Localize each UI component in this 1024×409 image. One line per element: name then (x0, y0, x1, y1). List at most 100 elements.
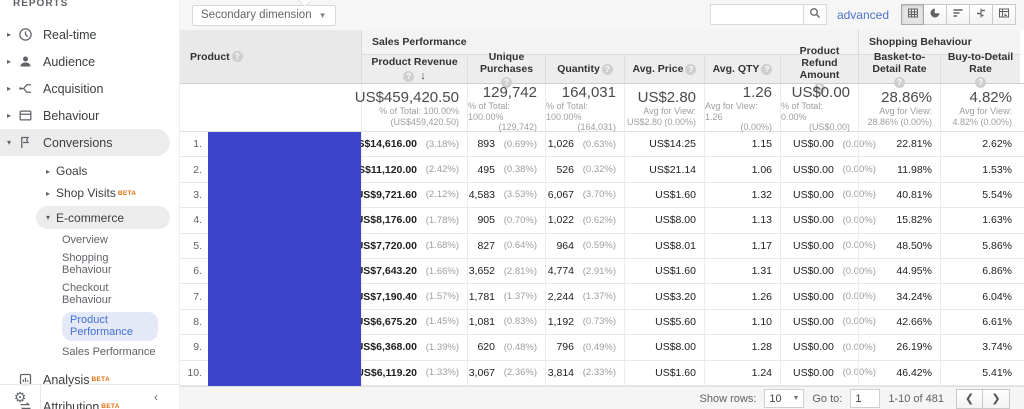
sidebar-item-ecommerce[interactable]: ▾ E-commerce (36, 206, 170, 229)
avg-price-cell: US$1.60 (624, 360, 704, 385)
revenue-cell: US$14,616.00 (3.18%) (350, 132, 467, 157)
row-index: 7. (193, 290, 202, 303)
table-row[interactable]: 5. US$7,720.00 (1.68%) 827 (0.64%) 964 (0.5… (180, 233, 1024, 259)
summary-basket: 28.86% Avg for View: 28.86% (0.00%) (858, 84, 940, 133)
column-header-product-refund-amount[interactable]: Product Refund Amount ? (780, 45, 858, 94)
sidebar-item-attribution[interactable]: Attribution BETA (0, 393, 179, 409)
table-row[interactable]: 3. US$9,721.60 (2.12%) 4,583 (3.53%) 6,067… (180, 182, 1024, 209)
sidebar-item-shopping-behaviour[interactable]: Shopping Behaviour (62, 251, 112, 277)
sidebar-item-sales-performance[interactable]: Sales Performance (62, 345, 156, 358)
pivot-view-button[interactable] (993, 4, 1016, 25)
revenue-cell: US$6,675.20 (1.45%) (356, 309, 467, 335)
help-icon[interactable]: ? (231, 51, 243, 62)
avg-price-cell: US$8.01 (624, 233, 704, 258)
summary-avg-qty: 1.26 Avg for View: 1.26 (0.00%) (704, 84, 780, 133)
summary-refund: US$0.00 % of Total: 0.00% (US$0.00) (780, 84, 858, 133)
help-icon[interactable]: ? (601, 63, 613, 75)
column-header-avg-price[interactable]: Avg. Price ? (624, 55, 704, 83)
help-icon[interactable]: ? (501, 76, 512, 88)
column-header-product[interactable]: Product ? (180, 30, 361, 83)
next-page-button[interactable]: ❯ (983, 388, 1010, 409)
purchases-cell: 1,081 (0.83%) (467, 309, 545, 335)
buy-rate-cell: 3.74% (940, 335, 1020, 360)
sidebar-item-conversions[interactable]: ▾ Conversions (0, 129, 170, 156)
help-icon[interactable]: ? (403, 70, 415, 82)
sidebar-item-label: Analysis (43, 372, 90, 387)
table-view-button[interactable] (901, 4, 924, 25)
sidebar-item-overview[interactable]: Overview (62, 234, 108, 246)
purchases-cell: 3,652 (2.81%) (467, 258, 545, 284)
help-icon[interactable]: ? (761, 63, 773, 75)
sidebar-item-acquisition[interactable]: ▸ Acquisition (0, 75, 179, 102)
help-icon[interactable]: ? (975, 76, 986, 88)
column-header-basket-to-detail-rate[interactable]: Basket-to-Detail Rate ? (858, 51, 940, 88)
sidebar-item-goals[interactable]: ▸ Goals (0, 160, 179, 182)
chevron-right-icon: ▸ (46, 188, 51, 198)
acquisition-icon (18, 81, 40, 96)
percentage-view-button[interactable] (924, 4, 947, 25)
search-button[interactable] (802, 4, 827, 25)
column-header-product-revenue[interactable]: Product Revenue ? ↓ (361, 55, 467, 83)
product-name-redaction-block (208, 132, 361, 386)
goto-page-input[interactable] (850, 389, 881, 409)
sidebar-item-audience[interactable]: ▸ Audience (0, 48, 179, 75)
collapse-sidebar-button[interactable]: ‹ (154, 390, 158, 404)
chevron-right-icon: ▸ (6, 57, 11, 66)
sidebar-item-real-time[interactable]: ▸ Real-time (0, 21, 179, 48)
revenue-cell: US$7,643.20 (1.66%) (356, 258, 467, 284)
quantity-cell: 2,244 (1.37%) (545, 284, 624, 309)
avg-qty-cell: 1.26 (704, 284, 780, 309)
revenue-cell: US$8,176.00 (1.78%) (356, 208, 467, 233)
refund-cell: US$0.00 (0.00%) (780, 335, 876, 360)
buy-rate-cell: 5.41% (940, 360, 1020, 385)
table-row[interactable]: 6. US$7,643.20 (1.66%) 3,652 (2.81%) 4,774… (180, 258, 1024, 285)
row-index: 1. (193, 138, 202, 151)
table-row[interactable]: 9. US$6,368.00 (1.39%) 620 (0.48%) 796 (0.4… (180, 335, 1024, 361)
search-input[interactable] (709, 4, 803, 25)
table-row[interactable]: 4. US$8,176.00 (1.78%) 905 (0.70%) 1,022 (0… (180, 208, 1024, 234)
search-icon (809, 6, 821, 24)
column-header-buy-to-detail-rate[interactable]: Buy-to-Detail Rate ? (940, 51, 1020, 88)
quantity-cell: 796 (0.49%) (545, 335, 624, 360)
sidebar-item-product-performance[interactable]: Product Performance (62, 311, 158, 341)
buy-rate-cell: 6.61% (940, 309, 1020, 335)
column-header-quantity[interactable]: Quantity ? (545, 55, 624, 83)
row-index: 10. (187, 366, 202, 379)
table-row[interactable]: 1. US$14,616.00 (3.18%) 893 (0.69%) 1,026(… (180, 132, 1024, 158)
table-row[interactable]: 8. US$6,675.20 (1.45%) 1,081 (0.83%) 1,192… (180, 309, 1024, 336)
basket-rate-cell: 34.24% (858, 284, 940, 309)
column-header-unique-purchases[interactable]: Unique Purchases ? (467, 51, 545, 88)
revenue-cell: US$7,720.00 (1.68%) (356, 233, 467, 258)
table-row[interactable]: 10. US$6,119.20 (1.33%) 3,067 (2.36%) 3,81… (180, 360, 1024, 386)
performance-view-button[interactable] (947, 4, 970, 25)
column-header-avg-qty[interactable]: Avg. QTY ? (704, 55, 780, 83)
help-icon[interactable]: ? (894, 76, 905, 88)
sidebar-item-checkout-behaviour[interactable]: Checkout Behaviour (62, 281, 112, 307)
chevron-down-icon: ▼ (318, 10, 327, 20)
comparison-view-button[interactable] (970, 4, 993, 25)
quantity-cell: 964 (0.59%) (545, 233, 624, 258)
help-icon[interactable]: ? (814, 82, 825, 94)
show-rows-label: Show rows: (699, 392, 757, 405)
previous-page-button[interactable]: ❮ (956, 388, 983, 409)
sidebar-item-shop-visits[interactable]: ▸ Shop Visits BETA (0, 182, 179, 204)
settings-button[interactable]: ⚙ (0, 385, 41, 409)
product-cell: 6. (180, 259, 361, 283)
basket-rate-cell: 15.82% (858, 208, 940, 233)
secondary-dimension-button[interactable]: Secondary dimension ▼ (192, 4, 336, 26)
advanced-search-link[interactable]: advanced (836, 7, 889, 22)
table-row[interactable]: 7. US$7,190.40 (1.57%) 1,781 (1.37%) 2,244… (180, 284, 1024, 310)
avg-price-cell: US$1.60 (624, 258, 704, 284)
refund-cell: US$0.00 (0.00%) (780, 208, 876, 233)
show-rows-select[interactable]: 10 ▼ (764, 389, 805, 409)
table-row[interactable]: 2. US$11,120.00 (2.42%) 495 (0.38%) 526 (0.… (180, 157, 1024, 183)
sidebar-item-behaviour[interactable]: ▸ Behaviour (0, 102, 179, 129)
chevron-left-icon: ❮ (964, 393, 975, 406)
row-index: 5. (193, 239, 202, 252)
avg-qty-cell: 1.31 (704, 258, 780, 284)
avg-price-cell: US$1.60 (624, 182, 704, 208)
table-footer: Show rows: 10 ▼ Go to: 1-10 of 481 ❮ ❯ (180, 385, 1024, 409)
tooltip-notch (298, 0, 310, 6)
help-icon[interactable]: ? (685, 63, 697, 75)
product-cell: 2. (180, 157, 361, 181)
